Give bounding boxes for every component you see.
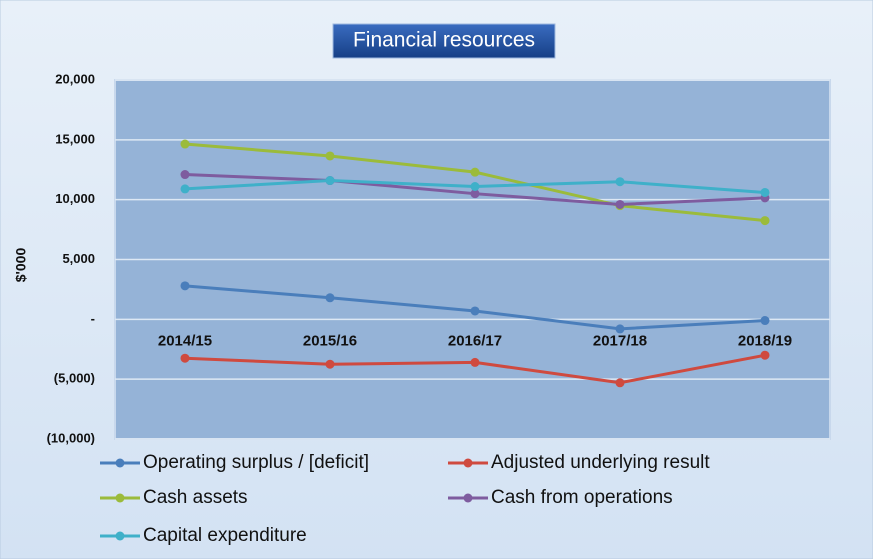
- data-point: [325, 151, 335, 161]
- legend-marker: [115, 493, 125, 503]
- data-point: [615, 199, 625, 209]
- y-tick-label: -: [91, 311, 95, 326]
- y-axis-label: $'000: [13, 248, 29, 283]
- legend-label: Capital expenditure: [143, 525, 307, 546]
- x-tick-label: 2017/18: [593, 332, 647, 349]
- data-point: [470, 167, 480, 177]
- data-point: [180, 281, 190, 291]
- legend-label: Operating surplus / [deficit]: [143, 452, 369, 473]
- data-point: [615, 177, 625, 187]
- y-tick-label: (5,000): [54, 371, 95, 386]
- legend-marker: [115, 531, 125, 541]
- x-tick-label: 2018/19: [738, 332, 792, 349]
- x-tick-label: 2016/17: [448, 332, 502, 349]
- data-point: [180, 353, 190, 363]
- data-point: [760, 187, 770, 197]
- data-point: [760, 316, 770, 326]
- chart-title: Financial resources: [353, 29, 535, 52]
- y-tick-label: 20,000: [55, 71, 95, 86]
- data-point: [470, 182, 480, 192]
- data-point: [470, 357, 480, 367]
- data-point: [760, 216, 770, 226]
- data-point: [180, 184, 190, 194]
- data-point: [760, 350, 770, 360]
- x-tick-label: 2015/16: [303, 332, 357, 349]
- legend-label: Adjusted underlying result: [491, 452, 710, 473]
- data-point: [470, 306, 480, 316]
- y-tick-label: 5,000: [62, 251, 95, 266]
- legend-label: Cash assets: [143, 487, 248, 508]
- title-box: [332, 23, 556, 59]
- data-point: [325, 293, 335, 303]
- legend-marker: [463, 493, 473, 503]
- data-point: [325, 359, 335, 369]
- data-point: [615, 324, 625, 334]
- y-tick-label: 10,000: [55, 191, 95, 206]
- legend-marker: [463, 458, 473, 468]
- legend-marker: [115, 458, 125, 468]
- legend-label: Cash from operations: [491, 487, 673, 508]
- data-point: [615, 378, 625, 388]
- y-tick-label: 15,000: [55, 131, 95, 146]
- data-point: [470, 189, 480, 199]
- data-point: [180, 170, 190, 180]
- data-point: [180, 139, 190, 149]
- data-point: [325, 176, 335, 186]
- y-tick-label: (10,000): [47, 430, 95, 445]
- x-tick-label: 2014/15: [158, 332, 212, 349]
